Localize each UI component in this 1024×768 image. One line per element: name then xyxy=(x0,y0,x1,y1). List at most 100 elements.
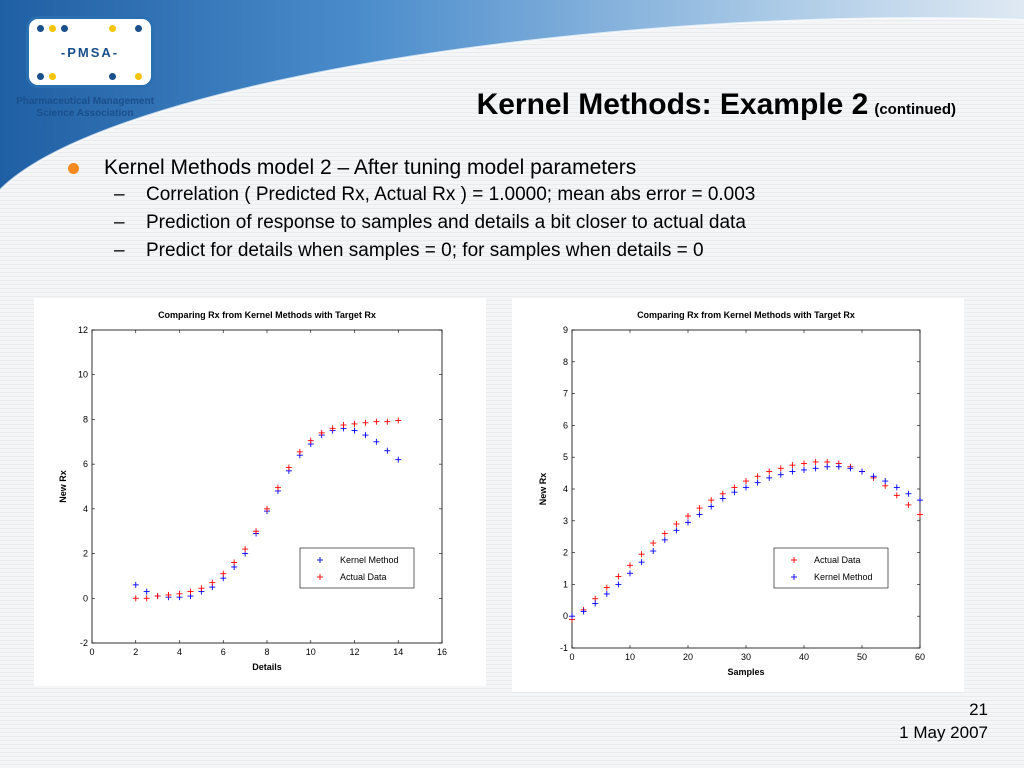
y-tick-label: -2 xyxy=(80,638,88,648)
y-tick-label: 7 xyxy=(563,389,568,399)
legend-box xyxy=(299,547,415,589)
data-point-actual-data xyxy=(650,540,657,547)
data-point-actual-data xyxy=(132,595,139,602)
data-point-kernel-method xyxy=(801,466,807,473)
data-point-actual-data xyxy=(893,492,900,499)
data-point-actual-data xyxy=(329,425,336,432)
x-tick-label: 10 xyxy=(306,647,316,657)
y-tick-label: 0 xyxy=(563,611,568,621)
data-point-kernel-method xyxy=(395,456,402,463)
bullet-list: Kernel Methods model 2 – After tuning mo… xyxy=(64,156,755,268)
data-point-kernel-method xyxy=(373,438,380,445)
x-axis-label: Details xyxy=(252,662,282,672)
data-point-actual-data xyxy=(373,418,380,425)
y-axis-label: New Rx xyxy=(538,473,548,506)
data-point-kernel-method xyxy=(685,519,691,526)
data-point-actual-data xyxy=(176,590,183,597)
data-point-kernel-method xyxy=(789,468,796,475)
data-point-actual-data xyxy=(209,579,216,586)
data-point-kernel-method xyxy=(743,484,749,491)
subbullet-item: – Prediction of response to samples and … xyxy=(114,212,746,233)
data-point-actual-data xyxy=(917,511,923,518)
data-point-actual-data xyxy=(638,551,645,558)
data-point-actual-data xyxy=(198,585,205,592)
data-point-kernel-method xyxy=(917,497,923,504)
data-point-kernel-method xyxy=(603,590,610,597)
data-point-kernel-method xyxy=(615,581,622,588)
data-point-kernel-method xyxy=(384,447,391,454)
data-point-kernel-method xyxy=(627,570,633,577)
data-point-actual-data xyxy=(231,559,238,566)
data-point-kernel-method xyxy=(362,432,369,439)
x-tick-label: 2 xyxy=(133,647,138,657)
legend-label: Actual Data xyxy=(814,555,861,565)
data-point-kernel-method xyxy=(708,503,715,510)
data-point-actual-data xyxy=(673,520,680,527)
data-point-actual-data xyxy=(340,422,347,429)
data-point-kernel-method xyxy=(638,559,645,566)
y-tick-label: 6 xyxy=(83,459,88,469)
y-tick-label: 4 xyxy=(563,484,568,494)
legend-label: Kernel Method xyxy=(340,555,399,565)
data-point-actual-data xyxy=(154,593,161,600)
slide-date: 1 May 2007 xyxy=(899,723,988,742)
y-tick-label: 3 xyxy=(563,516,568,526)
data-point-actual-data xyxy=(743,478,749,485)
data-point-actual-data xyxy=(395,417,402,424)
x-tick-label: 16 xyxy=(437,647,447,657)
data-point-kernel-method xyxy=(812,465,819,472)
subbullet-item: – Correlation ( Predicted Rx, Actual Rx … xyxy=(114,184,756,205)
y-tick-label: 5 xyxy=(563,452,568,462)
data-point-kernel-method xyxy=(592,600,599,607)
data-point-actual-data xyxy=(696,505,703,512)
data-point-actual-data xyxy=(384,418,391,425)
data-point-actual-data xyxy=(307,437,314,444)
data-point-kernel-method xyxy=(569,613,575,620)
data-point-kernel-method xyxy=(882,478,889,485)
bullet-dot-icon xyxy=(68,163,79,174)
legend-marker xyxy=(791,574,797,580)
data-point-actual-data xyxy=(615,573,622,580)
chart-details: Comparing Rx from Kernel Methods with Ta… xyxy=(58,310,447,672)
data-point-actual-data xyxy=(754,473,761,480)
data-point-actual-data xyxy=(220,570,227,577)
data-point-actual-data xyxy=(603,584,610,591)
data-point-kernel-method xyxy=(835,463,842,470)
header-swoosh xyxy=(0,0,1024,191)
data-point-kernel-method xyxy=(661,536,668,543)
y-tick-label: 9 xyxy=(563,325,568,335)
x-tick-label: 50 xyxy=(857,652,867,662)
data-point-actual-data xyxy=(812,458,819,465)
legend-marker xyxy=(791,557,797,563)
data-point-kernel-method xyxy=(754,479,761,486)
y-tick-label: 4 xyxy=(83,504,88,514)
dash-icon: – xyxy=(114,184,125,205)
dash-icon: – xyxy=(114,212,125,233)
x-tick-label: 20 xyxy=(683,652,693,662)
data-point-kernel-method xyxy=(859,468,865,475)
data-point-actual-data xyxy=(351,420,358,427)
y-tick-label: 1 xyxy=(563,579,568,589)
data-point-kernel-method xyxy=(905,490,912,497)
x-tick-label: 4 xyxy=(177,647,182,657)
x-tick-label: 0 xyxy=(89,647,94,657)
chart-samples: Comparing Rx from Kernel Methods with Ta… xyxy=(538,310,925,677)
data-point-actual-data xyxy=(143,595,150,602)
data-point-actual-data xyxy=(285,464,292,471)
plot-frame xyxy=(91,329,443,644)
x-tick-label: 12 xyxy=(349,647,359,657)
y-tick-label: 2 xyxy=(563,548,568,558)
x-tick-label: 14 xyxy=(393,647,403,657)
data-point-actual-data xyxy=(905,501,912,508)
data-point-kernel-method xyxy=(777,471,784,478)
bullet-item: Kernel Methods model 2 – After tuning mo… xyxy=(64,156,755,184)
data-point-kernel-method xyxy=(696,511,703,518)
data-point-actual-data xyxy=(187,588,194,595)
legend-label: Kernel Method xyxy=(814,572,873,582)
legend-label: Actual Data xyxy=(340,572,387,582)
y-tick-label: 8 xyxy=(83,414,88,424)
logo-text: -PMSA- xyxy=(60,45,120,60)
data-point-actual-data xyxy=(253,528,260,535)
data-point-kernel-method xyxy=(650,548,657,555)
data-point-actual-data xyxy=(661,530,668,537)
